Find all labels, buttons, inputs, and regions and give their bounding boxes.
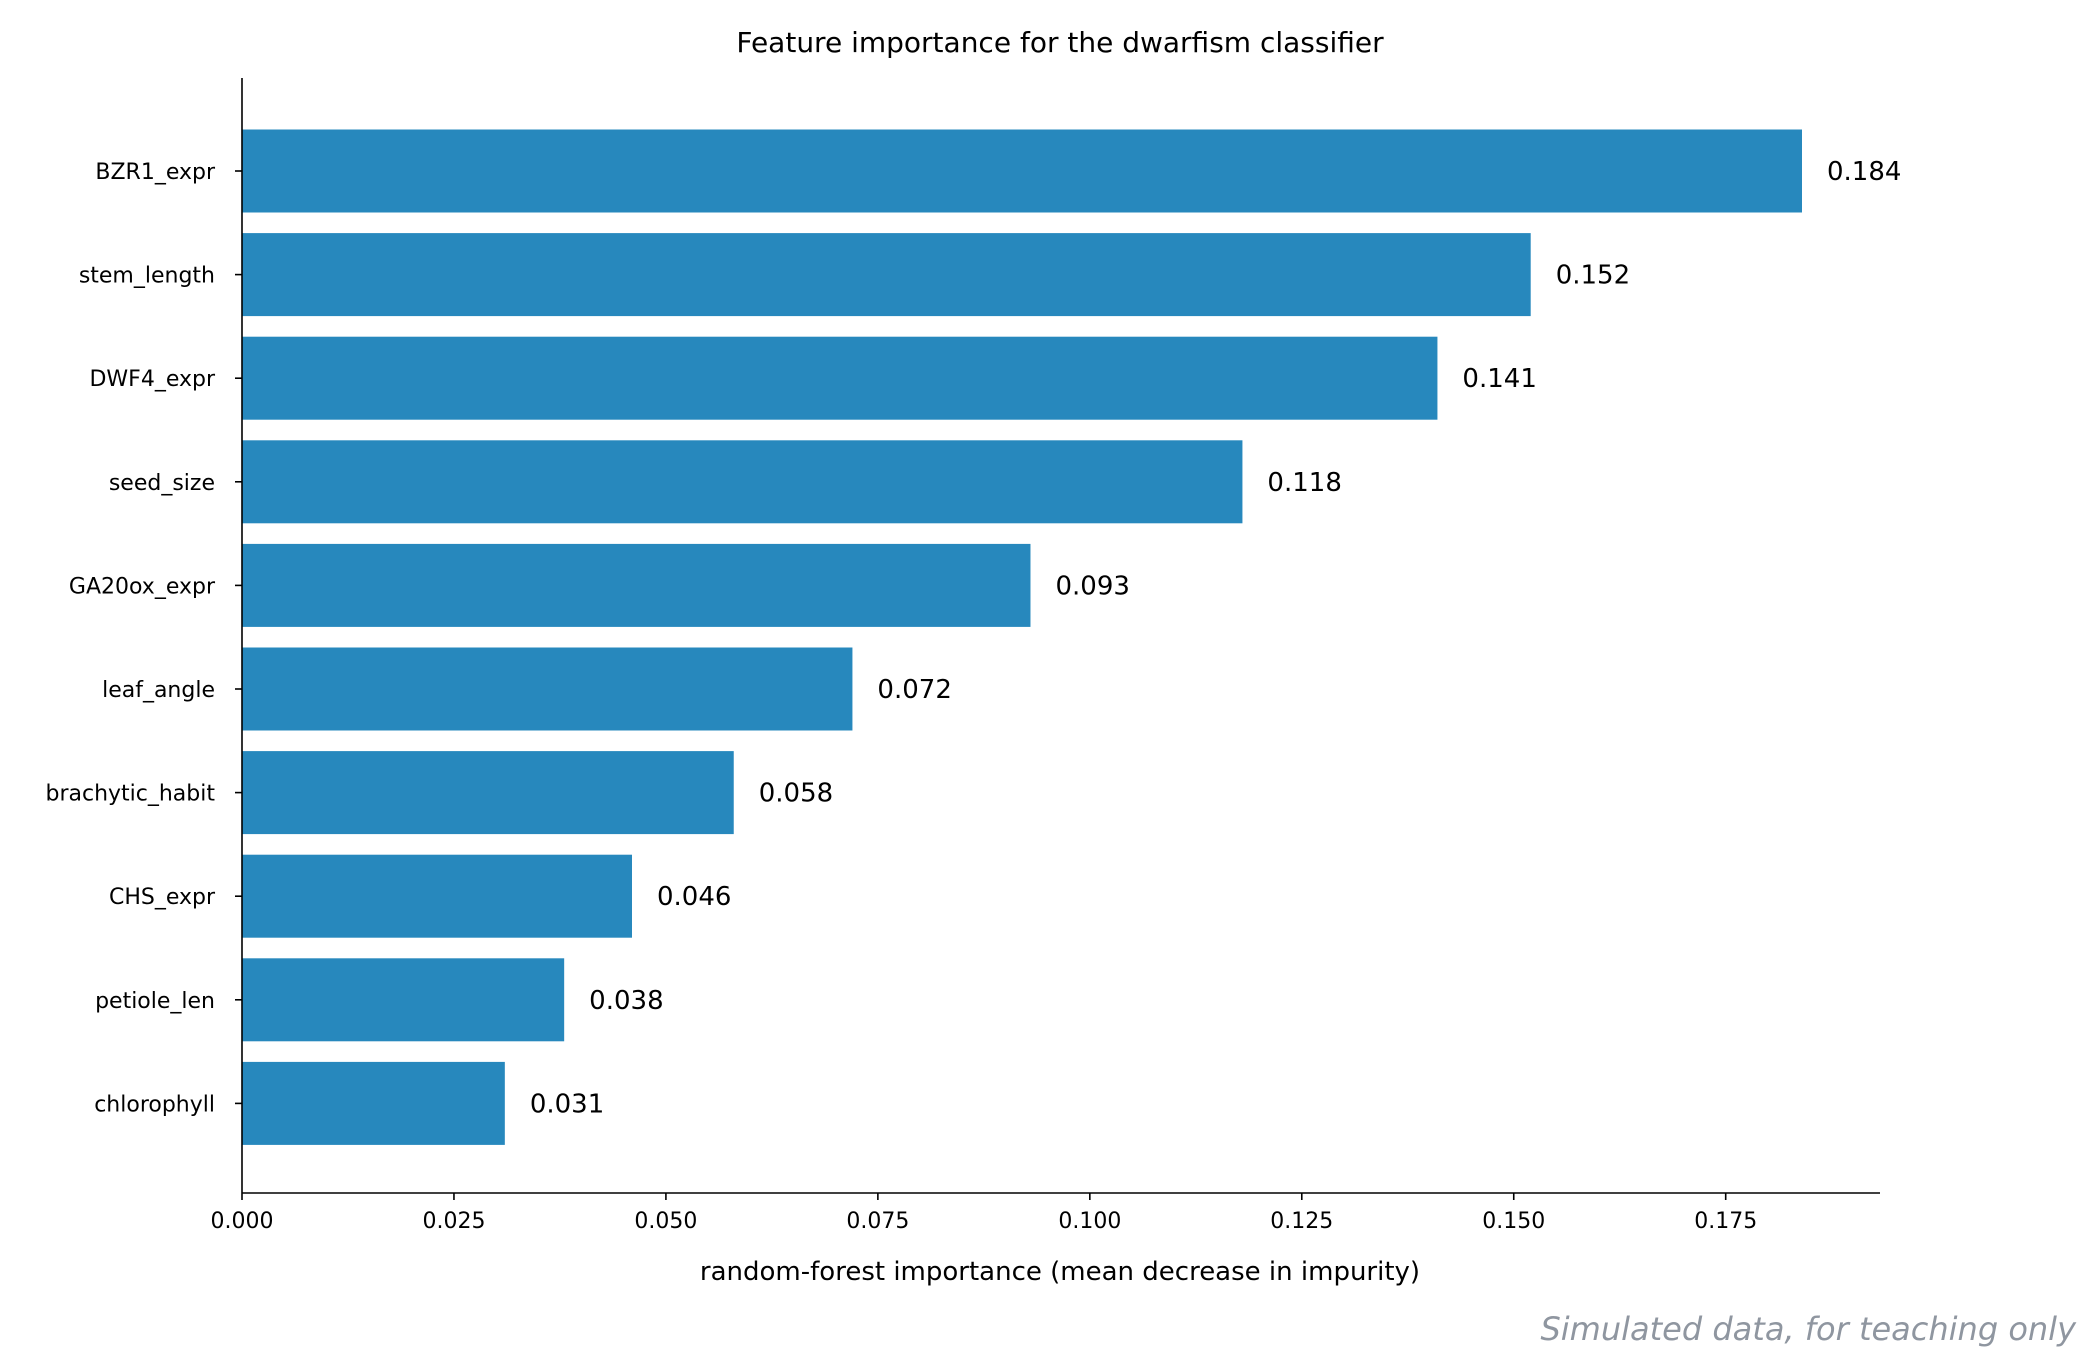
data-label-dwf4-expr: 0.141 [1462, 364, 1536, 394]
y-tick-label-ga20ox-expr: GA20ox_expr [69, 574, 216, 599]
x-axis-label: random-forest importance (mean decrease … [700, 1257, 1420, 1287]
y-tick-label-dwf4-expr: DWF4_expr [89, 367, 215, 392]
data-label-leaf-angle: 0.072 [877, 675, 951, 705]
data-label-seed-size: 0.118 [1267, 468, 1341, 498]
y-tick-label-chs-expr: CHS_expr [109, 885, 216, 910]
y-tick-label-petiole-len: petiole_len [95, 989, 215, 1014]
bar-petiole-len [242, 958, 565, 1042]
bar-leaf-angle [242, 647, 853, 731]
data-label-brachytic-habit: 0.058 [759, 779, 833, 809]
bar-ga20ox-expr [242, 543, 1031, 627]
x-tick-label: 0.050 [634, 1209, 697, 1234]
bar-dwf4-expr [242, 336, 1438, 420]
y-tick-label-seed-size: seed_size [109, 471, 215, 496]
x-tick-label: 0.025 [422, 1209, 485, 1234]
y-tick-label-leaf-angle: leaf_angle [102, 678, 215, 703]
data-label-bzr1-expr: 0.184 [1827, 157, 1901, 187]
bars-group: 0.184 0.152 0.141 0.118 0.093 0.072 0.058 0.046… [242, 129, 1901, 1145]
data-label-ga20ox-expr: 0.093 [1055, 571, 1129, 601]
y-tick-label-stem-length: stem_length [79, 264, 215, 289]
bar-seed-size [242, 440, 1243, 524]
y-axis-ticks: BZR1_expr stem_length DWF4_expr seed_size GA… [45, 160, 242, 1117]
x-tick-label: 0.100 [1058, 1209, 1121, 1234]
data-label-petiole-len: 0.038 [589, 986, 663, 1016]
bar-brachytic-habit [242, 751, 734, 835]
y-tick-label-bzr1-expr: BZR1_expr [95, 160, 216, 185]
chart-title: Feature importance for the dwarfism clas… [736, 26, 1384, 59]
y-tick-label-chlorophyll: chlorophyll [94, 1092, 215, 1117]
watermark-text: Simulated data, for teaching only [1540, 1310, 2077, 1348]
bar-bzr1-expr [242, 129, 1802, 213]
data-label-stem-length: 0.152 [1556, 261, 1630, 291]
bar-stem-length [242, 233, 1531, 317]
x-tick-label: 0.175 [1694, 1209, 1757, 1234]
x-tick-label: 0.000 [211, 1209, 274, 1234]
data-label-chs-expr: 0.046 [657, 882, 731, 912]
data-label-chlorophyll: 0.031 [530, 1089, 604, 1119]
bar-chlorophyll [242, 1061, 505, 1145]
y-tick-label-brachytic-habit: brachytic_habit [45, 782, 215, 807]
x-tick-label: 0.075 [846, 1209, 909, 1234]
bar-chs-expr [242, 854, 632, 938]
x-axis-ticks: 0.000 0.025 0.050 0.075 0.100 0.125 0.150 0.175 [211, 1193, 1757, 1234]
x-tick-label: 0.150 [1482, 1209, 1545, 1234]
x-tick-label: 0.125 [1270, 1209, 1333, 1234]
